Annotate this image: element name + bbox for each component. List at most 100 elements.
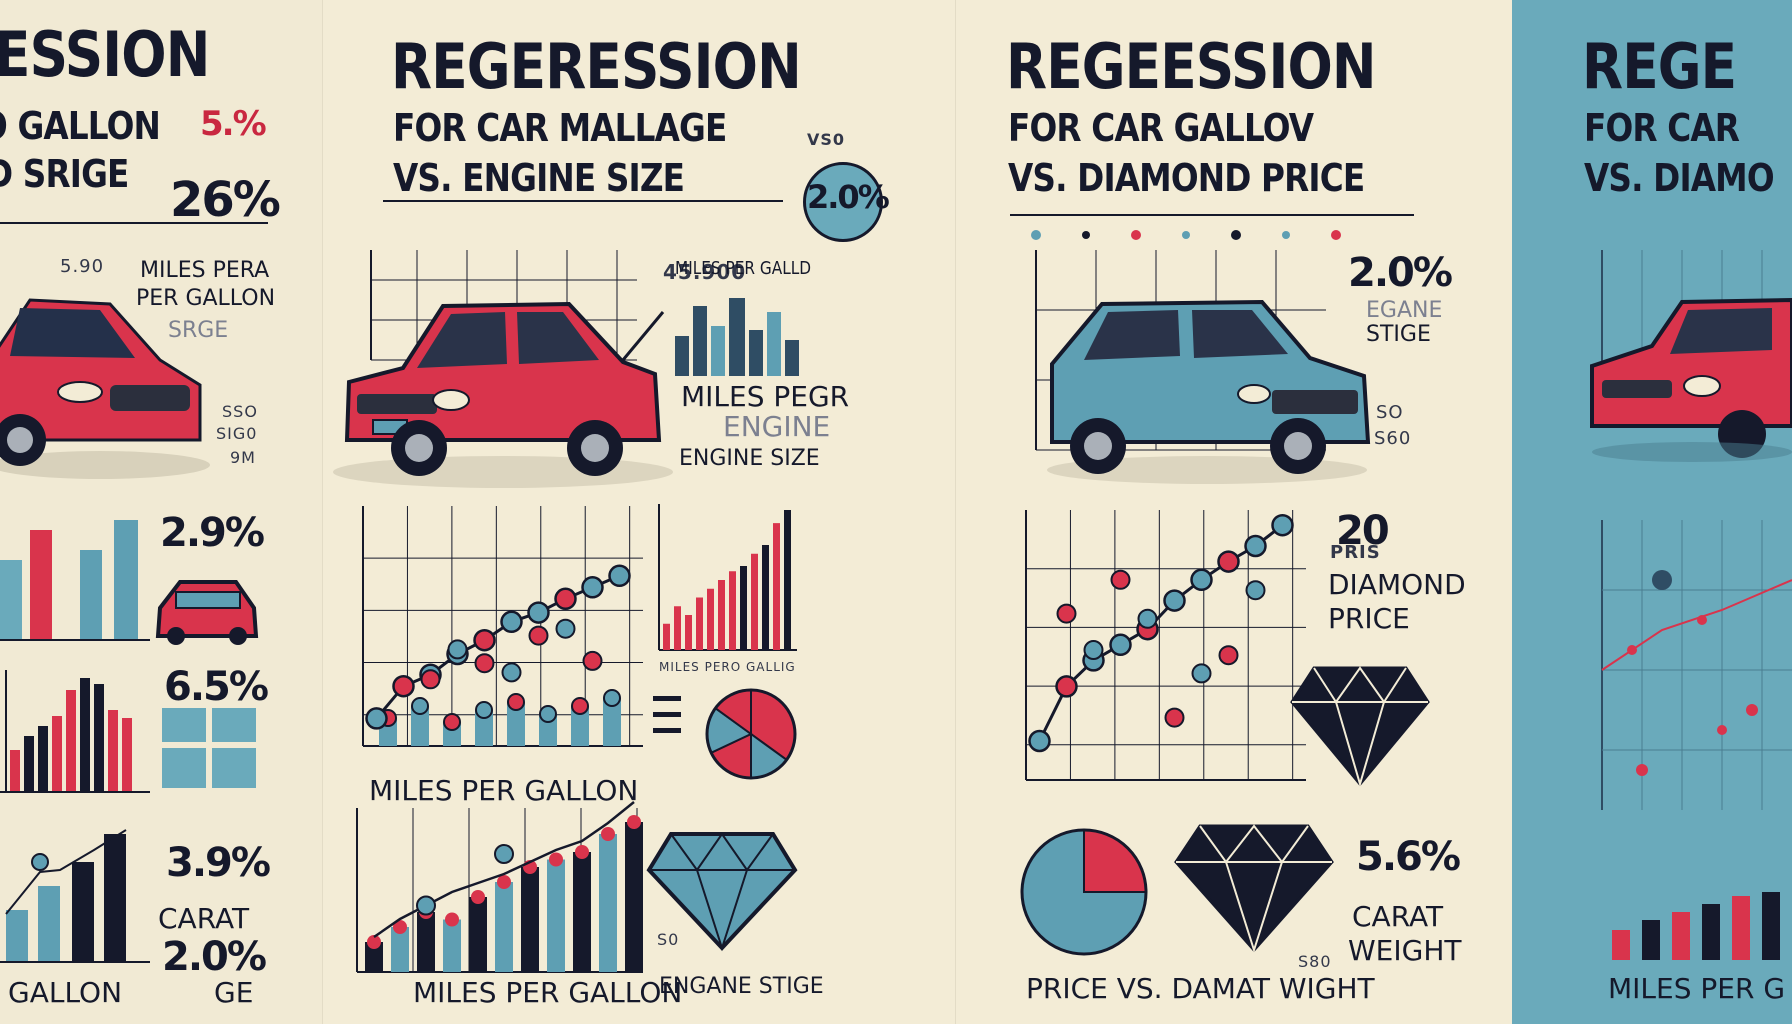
data-point (447, 639, 468, 660)
divider-2 (955, 0, 956, 1024)
panel2-skyline-bars (675, 298, 799, 376)
p1-bar (24, 736, 34, 792)
data-point (555, 618, 576, 639)
panel2-bottom-bar-chart (356, 801, 643, 973)
bar (663, 623, 670, 650)
panel3-diamond-icon (1290, 666, 1430, 788)
data-point (528, 625, 549, 646)
panel1-pct-a: 5.% (200, 104, 267, 144)
bar (718, 580, 725, 650)
bar (573, 852, 591, 972)
bar (495, 882, 513, 972)
panel3-subtitle-1: FOR CAR GALLOV (1008, 106, 1314, 150)
panel2-label-engine-size: ENGINE SIZE (679, 446, 820, 471)
panel3-pct-b: 20 (1336, 508, 1390, 554)
bar-cap (601, 827, 615, 841)
panel3-pct-c: 5.6% (1356, 834, 1461, 880)
data-point (494, 844, 514, 864)
panel2-badge (803, 162, 883, 242)
data-point (1244, 534, 1267, 558)
panel1-label-ge: GE (214, 976, 254, 1009)
bar (571, 706, 589, 746)
bar-cap (575, 845, 589, 859)
panel2-scatter-chart (362, 506, 643, 747)
panel1-pct-c: 2.9% (160, 510, 265, 556)
data-point (1245, 580, 1266, 601)
panel2-label-engane: ENGANE STIGE (659, 974, 824, 999)
panel3-subtitle-2: VS. DIAMOND PRICE (1008, 156, 1365, 200)
pie-outline (1020, 828, 1148, 956)
bar-cap (507, 693, 525, 711)
data-point (1218, 645, 1239, 666)
data-point (1164, 707, 1185, 728)
panel1-small-b3: 9M (230, 448, 256, 467)
bar (539, 714, 557, 746)
data-point (527, 601, 550, 624)
panel1-small-a: 5.90 (60, 256, 105, 277)
panel1-title: ESSION (0, 18, 210, 91)
panel1-pct-b: 26% (170, 172, 281, 228)
data-point (582, 650, 603, 671)
p1-bar (122, 718, 132, 792)
bar (469, 897, 487, 972)
pie-outline (705, 688, 797, 780)
panel3-label-weight: WEIGHT (1348, 934, 1462, 967)
bar (707, 588, 714, 650)
panel-1: ESSION O GALLON 5.% D SRIGE 26% 5.90 MIL… (0, 0, 322, 1024)
panel1-subtitle-1: O GALLON (0, 104, 161, 148)
bar (762, 545, 769, 650)
panel-3: REGEESSION FOR CAR GALLOV VS. DIAMOND PR… (956, 0, 1512, 1024)
bar-cap (571, 697, 589, 715)
panel1-label-a1: MILES PERA (140, 258, 270, 283)
bar-cap (497, 875, 511, 889)
bar-cap (549, 852, 563, 867)
data-point (1191, 663, 1212, 684)
panel1-small-b1: SSO (222, 402, 258, 421)
panel3-label-price: PRICE (1328, 602, 1410, 635)
panel3-label-pris: PRIS (1330, 542, 1381, 563)
divider-1 (322, 0, 323, 1024)
bar-cap (393, 920, 407, 934)
panel3-label-bottom: PRICE VS. DAMAT WIGHT (1026, 972, 1375, 1005)
bar (521, 867, 539, 972)
bar (729, 571, 736, 650)
panel2-label-mpg-small: MILES PER GALLD (675, 258, 812, 279)
data-point (474, 653, 495, 674)
p1-bar (10, 750, 20, 792)
bar (603, 698, 621, 746)
data-point (1083, 640, 1104, 660)
p1-bar (38, 886, 60, 962)
regression-line (375, 574, 621, 720)
p1-bar (80, 550, 102, 640)
diamond-icon (646, 832, 798, 952)
panel3-diamond-outline-icon (1174, 824, 1334, 954)
bar-cap (471, 890, 485, 904)
panel2-red-car-image (333, 301, 673, 488)
bar (784, 510, 791, 650)
panel1-label-carat: CARAT (158, 902, 250, 935)
panel1-pct-f: 2.0% (162, 934, 267, 980)
bar (696, 597, 703, 650)
p1-bar (114, 520, 138, 640)
panel3-label-carat: CARAT (1352, 900, 1444, 933)
bar (411, 706, 429, 746)
p1-bar (0, 560, 22, 640)
bar (740, 566, 747, 650)
panel2-title: REGERESSION (391, 30, 802, 103)
bar (547, 859, 565, 972)
data-point (416, 895, 436, 916)
data-point (1110, 569, 1131, 590)
panel2-small-bottom: S0 (657, 930, 680, 949)
panel2-badge-text: 2.0% (807, 178, 890, 216)
bar (674, 606, 681, 650)
panel4-label-bottom: MILES PER G (1608, 972, 1786, 1005)
panel3-pct-a: 2.0% (1348, 250, 1453, 296)
p1-bar (6, 910, 28, 962)
panel1-top-bar-chart (0, 520, 150, 641)
panel3-title: REGEESSION (1006, 30, 1377, 103)
panel3-small-b: S60 (1374, 428, 1412, 449)
panel1-label-b: SRGE (168, 318, 229, 343)
panel2-label-mpg2: MILES PEGR (681, 380, 850, 413)
panel1-bottom-bar-chart (0, 829, 150, 963)
